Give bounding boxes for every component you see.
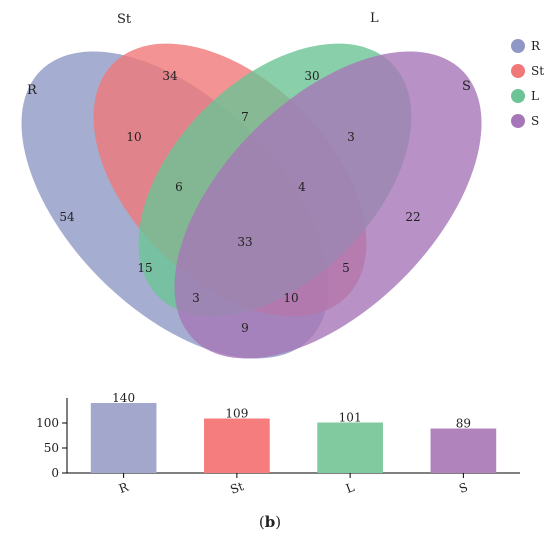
legend-item-st: St [511,64,544,78]
panel-label-open: ( [259,513,265,531]
bar-value-st: 109 [225,407,248,421]
legend-swatch-r [511,39,525,53]
region-st-only: 34 [162,69,178,83]
venn-diagram: R St L S 54 34 30 22 10 7 3 6 4 33 15 5 … [21,11,482,359]
bar-value-r: 140 [112,391,135,405]
region-r-l: 15 [137,261,152,275]
x-tick-label-l: L [344,480,356,496]
legend-swatch-st [511,64,525,78]
region-st-l: 7 [241,110,249,124]
bar-r [90,403,157,473]
panel-label-close: ) [275,513,281,531]
x-tick-label-s: S [457,480,470,496]
region-r-st-l: 6 [175,180,183,194]
venn-label-s: S [462,79,471,94]
region-all: 33 [237,235,252,249]
legend-label-s: S [531,114,539,128]
legend-label-st: St [531,64,544,78]
bar-s [430,428,497,473]
region-r-s: 9 [241,321,249,335]
legend-swatch-s [511,114,525,128]
venn-label-r: R [27,83,38,98]
legend-item-r: R [511,39,541,53]
bar-l [317,422,383,473]
region-r-l-s: 3 [192,291,200,305]
y-tick-label-100: 100 [36,416,59,430]
bar-st [204,418,270,473]
venn-label-l: L [370,11,379,26]
bar-chart: 0 50 100 140 R 109 St 101 L 89 S [36,391,520,497]
venn-set-s [174,51,482,359]
panel-label: (b) [259,513,281,531]
region-st-s: 5 [342,261,350,275]
region-r-st: 10 [126,130,141,144]
region-r-only: 54 [59,210,75,224]
region-l-only: 30 [304,69,319,83]
bar-value-l: 101 [339,411,362,425]
panel-label-letter: b [265,513,276,531]
x-tick-label-st: St [228,479,245,497]
y-tick-label-50: 50 [44,441,59,455]
legend-item-s: S [511,114,539,128]
legend-swatch-l [511,89,525,103]
y-tick-label-0: 0 [51,466,59,480]
legend-item-l: L [511,89,539,103]
legend: R St L S [511,39,544,128]
region-s-only: 22 [405,210,420,224]
venn-label-st: St [117,12,132,27]
bar-value-s: 89 [456,417,471,431]
region-st-l-s: 4 [298,180,306,194]
x-tick-label-r: R [117,480,131,497]
legend-label-r: R [531,39,541,53]
region-l-s: 3 [347,130,355,144]
legend-label-l: L [531,89,539,103]
region-r-st-s: 10 [283,291,298,305]
